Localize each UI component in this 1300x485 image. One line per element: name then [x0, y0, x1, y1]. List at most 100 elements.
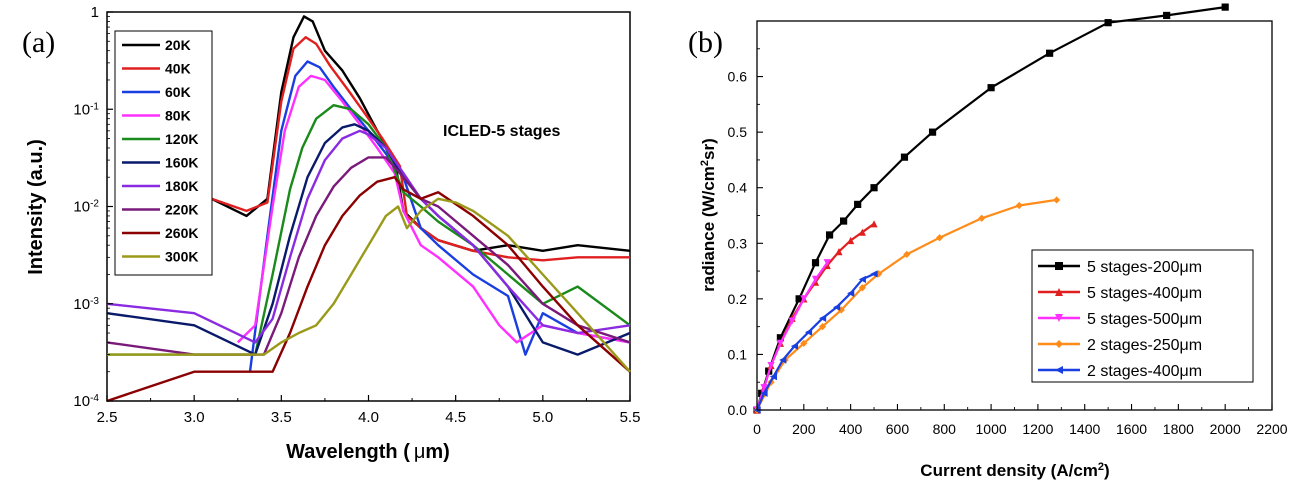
panel-a-x-ticks: 2.5 3.0 3.5 4.0 4.5 5.0 5.5 [97, 395, 641, 426]
panel-b-data-point [760, 384, 768, 392]
panel-b-legend-marker [1055, 314, 1063, 322]
panel-a-x-tick-label: 5.5 [620, 409, 641, 426]
panel-b-y-tick-label: 0.5 [728, 124, 748, 140]
panel-b-data-point [840, 217, 848, 225]
panel-b-data-point [903, 250, 911, 258]
panel-b-x-axis-title: Current density (A/cm2) [920, 461, 1109, 480]
panel-b-data-point [790, 342, 799, 350]
panel-b-data-point [800, 339, 808, 347]
panel-a-legend-label-160K: 160K [165, 155, 198, 171]
panel-a-y-tick-label: 10-4 [73, 393, 99, 411]
panel-b-x-tick-label: 600 [886, 421, 910, 437]
panel-a-y-tick-label: 1 [91, 4, 99, 21]
panel-b-x-tick-label: 1800 [1163, 421, 1194, 437]
panel-a-y-axis-title: Intensity (a.u.) [25, 139, 47, 275]
panel-a-annotation: ICLED-5 stages [443, 123, 560, 140]
panel-b-data-point [804, 328, 813, 336]
panel-a-x-axis-title: Wavelength (μm) [286, 441, 450, 463]
panel-b-legend-box [1031, 249, 1254, 383]
panel-b-data-point [1053, 196, 1061, 204]
panel-b-data-point [823, 259, 831, 267]
panel-b-data-point [858, 284, 866, 292]
panel-b-data-point [858, 228, 866, 236]
panel-a-legend-label-180K: 180K [165, 178, 198, 194]
panel-b-data-point [795, 295, 803, 303]
panel-b-x-tick-label: 2200 [1256, 421, 1287, 437]
panel-b-data-point [776, 339, 785, 347]
panel-a-series-line-300K [107, 197, 631, 373]
panel-b-x-tick-label: 200 [792, 421, 816, 437]
panel-a-series-line-20K [211, 15, 631, 253]
panel-b-legend-marker [1055, 262, 1063, 270]
panel-b-data-point [928, 128, 937, 136]
panel-b-x-tick-label: 1600 [1116, 421, 1147, 437]
panel-a-legend-label-80K: 80K [165, 108, 191, 124]
panel-b-data-point [847, 236, 855, 245]
panel-a-legend-label-220K: 220K [165, 202, 198, 218]
panel-b-y-axis-title: radiance (W/cm2sr) [699, 138, 718, 292]
panel-b-x-tick-label: 800 [933, 421, 957, 437]
panel-b-data-point [818, 323, 827, 331]
panel-b-data-point [1104, 19, 1112, 27]
panel-a-series-line-60K [248, 60, 631, 372]
panel-b-y-tick-label: 0.2 [728, 291, 748, 307]
panel-b-data-point [811, 275, 820, 284]
panel-b-data-point [835, 248, 843, 256]
panel-a-y-tick-label: 10-1 [73, 101, 99, 119]
panel-a-x-tick-label: 4.5 [445, 409, 466, 426]
panel-a-y-ticks: 10-4 10-3 10-2 10-1 1 [73, 4, 113, 410]
panel-b-data-point [858, 275, 866, 284]
panel-a-label: (a) [22, 26, 55, 59]
panel-a-legend: 20K 40K 60K 80K 120K 160K 180K 220K 260K 300K [114, 30, 213, 276]
panel-a-series-line-220K [106, 156, 631, 356]
panel-b-data-point [760, 389, 768, 397]
panel-b-legend-label: 2 stages-400μm [1087, 363, 1202, 380]
panel-a-y-tick-label: 10-3 [73, 295, 99, 313]
panel-b-data-point [987, 84, 995, 92]
panel-b-data-point [769, 373, 777, 381]
panel-a-x-tick-label: 2.5 [97, 409, 118, 426]
panel-a-series-line-180K [106, 129, 631, 344]
panel-a-legend-label-20K: 20K [165, 37, 191, 53]
panel-a-x-tick-label: 3.5 [271, 409, 292, 426]
panel-a-x-tick-label: 4.0 [358, 409, 379, 426]
panel-b-legend: 5 stages-200μm 5 stages-400μm 5 stages-500… [1031, 249, 1254, 383]
panel-b-x-tick-label: 400 [839, 421, 863, 437]
panel-b-y-tick-label: 0.4 [728, 180, 748, 196]
panel-b-data-point [811, 259, 820, 267]
panel-b-data-point [825, 231, 834, 239]
panel-b-data-point [767, 361, 775, 370]
panel-b-data-point [779, 356, 787, 364]
panel-b-data-point [1221, 3, 1229, 11]
panel-b-data-point [1163, 11, 1171, 20]
panel-a-legend-label-60K: 60K [165, 84, 191, 100]
panel-b-y-tick-label: 0.0 [728, 402, 748, 418]
panel-b-data-point [1015, 201, 1023, 210]
panel-b-data-point [900, 153, 909, 161]
panel-b-data-point [847, 289, 855, 297]
panel-b-legend-label: 2 stages-250μm [1087, 337, 1202, 354]
panel-b-legend-marker [1055, 288, 1063, 296]
panel-b-legend-label: 5 stages-200μm [1087, 259, 1202, 276]
panel-b-data-point [788, 317, 796, 325]
panel-b-y-tick-label: 0.1 [728, 346, 748, 362]
panel-a-legend-label-120K: 120K [165, 131, 198, 147]
panel-b-legend-marker [1055, 340, 1063, 348]
panel-a-x-tick-label: 5.0 [532, 409, 553, 426]
panel-b-legend-label: 5 stages-400μm [1087, 285, 1202, 302]
panel-b-series-group [753, 3, 1229, 414]
panel-b-label: (b) [688, 26, 723, 59]
panel-b-legend-marker [1055, 366, 1063, 374]
panel-b-data-point [935, 234, 944, 242]
panel-b-data-point [1046, 49, 1054, 57]
panel-b-y-ticks: 0.0 0.1 0.2 0.3 0.4 0.5 0.6 [728, 48, 763, 418]
panel-b-data-point [875, 270, 883, 278]
panel-b-y-tick-label: 0.3 [728, 235, 748, 251]
panel-b-data-point [800, 295, 808, 303]
panel-b-data-point [978, 214, 986, 222]
panel-b-x-tick-label: 1200 [1022, 421, 1053, 437]
panel-b-radiance-chart: (b) 0 200 400 600 800 1000 1200 1400 1600 1800 200… [688, 3, 1288, 480]
panel-a-legend-label-40K: 40K [165, 61, 191, 77]
panel-b-x-tick-label: 0 [753, 421, 761, 437]
